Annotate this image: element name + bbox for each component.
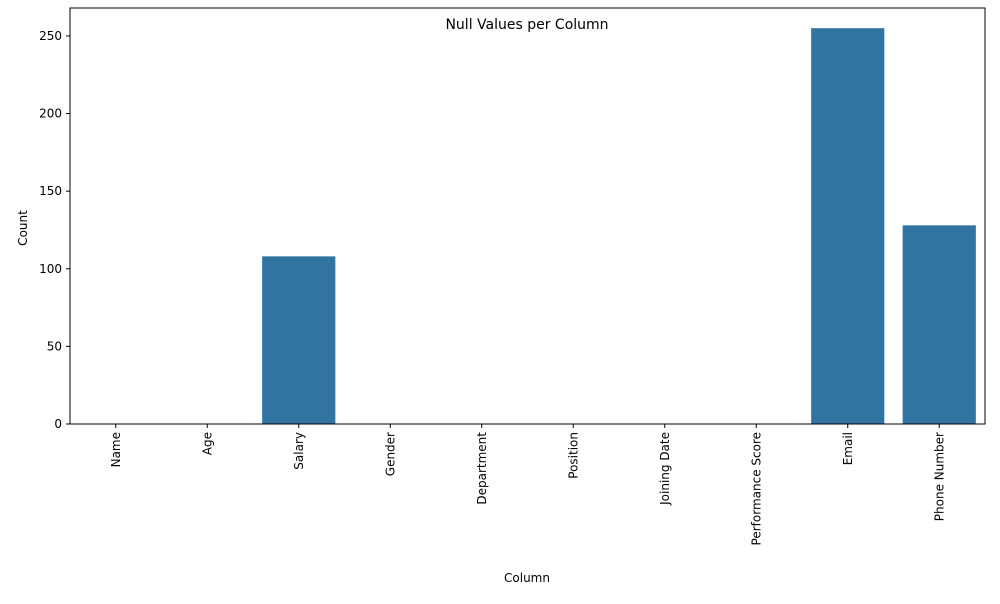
- y-tick-label: 150: [39, 184, 62, 198]
- x-tick-label: Salary: [292, 432, 306, 470]
- bars-layer: [262, 28, 976, 424]
- plot-area-frame: [69, 7, 986, 425]
- bar-email: [811, 28, 885, 424]
- x-tick-label: Phone Number: [932, 432, 946, 521]
- chart-title: Null Values per Column: [445, 17, 608, 33]
- y-tick-label: 250: [39, 29, 62, 43]
- x-tick-label: Performance Score: [749, 432, 763, 545]
- y-axis-label: Count: [16, 210, 30, 246]
- x-tick-label: Email: [841, 432, 855, 465]
- x-axis-ticks: Name Age Salary Gender Department Position Joi…: [109, 424, 946, 545]
- bar-salary: [262, 256, 336, 424]
- y-tick-label: 50: [47, 339, 62, 353]
- bar-phone-number: [902, 225, 976, 424]
- x-tick-label: Gender: [383, 432, 397, 476]
- y-axis-ticks: 0 50 100 150 200 250: [39, 29, 70, 431]
- x-tick-label: Department: [475, 432, 489, 505]
- x-tick-label: Joining Date: [658, 432, 672, 506]
- y-tick-label: 200: [39, 107, 62, 121]
- x-tick-label: Position: [566, 432, 580, 479]
- x-tick-label: Name: [109, 432, 123, 467]
- x-tick-label: Age: [200, 432, 214, 455]
- x-axis-label: Column: [504, 571, 550, 585]
- y-tick-label: 0: [54, 417, 62, 431]
- y-tick-label: 100: [39, 262, 62, 276]
